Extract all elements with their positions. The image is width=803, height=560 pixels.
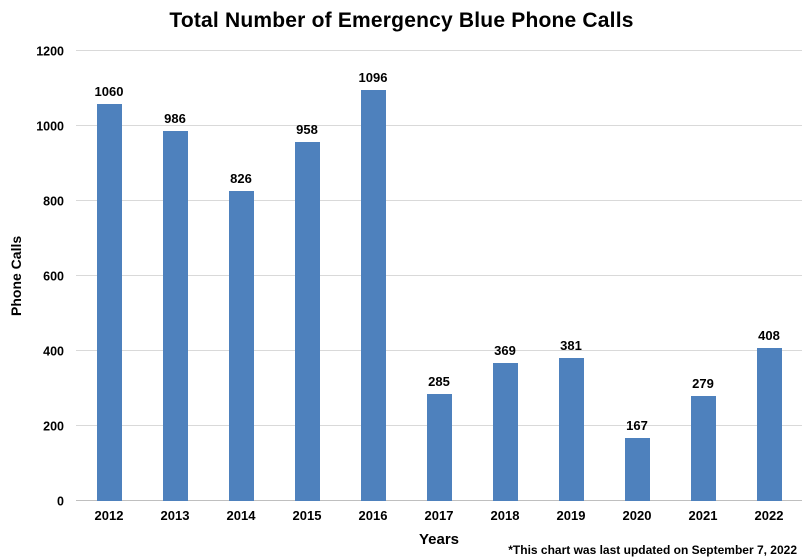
bar-2021 bbox=[690, 396, 716, 501]
x-axis-title: Years bbox=[418, 531, 460, 548]
footnote: *This chart was last updated on Septembe… bbox=[508, 543, 797, 557]
y-tick-label: 200 bbox=[43, 418, 64, 433]
gridline bbox=[76, 350, 802, 351]
bar-value-label: 369 bbox=[494, 342, 516, 358]
plot-area: 1060 986 826 958 1096 285 369 381 167 279 408 bbox=[76, 50, 802, 501]
bar-value-label: 958 bbox=[296, 121, 318, 137]
bar-2016 bbox=[360, 90, 386, 501]
bar-2012 bbox=[96, 103, 122, 501]
bar-value-label: 1096 bbox=[358, 70, 388, 85]
x-tick-label: 2018 bbox=[490, 508, 520, 523]
x-axis-tick-labels: 2012 2013 2014 2015 2016 2017 2018 2019 2020 2021… bbox=[76, 508, 802, 524]
gridline bbox=[76, 125, 802, 126]
x-tick-label: 2014 bbox=[226, 508, 256, 523]
chart-title: Total Number of Emergency Blue Phone Cal… bbox=[169, 9, 634, 32]
bar-2020 bbox=[624, 438, 650, 501]
gridline bbox=[76, 50, 802, 51]
bar-2015 bbox=[294, 141, 320, 501]
bar-2013 bbox=[162, 131, 188, 501]
bar-value-label: 826 bbox=[230, 171, 252, 187]
y-tick-label: 800 bbox=[43, 193, 64, 208]
bar-value-label: 986 bbox=[164, 111, 186, 127]
bar-value-label: 1060 bbox=[94, 83, 124, 99]
y-tick-label: 600 bbox=[43, 268, 64, 283]
y-tick-label: 0 bbox=[57, 493, 64, 508]
x-tick-label: 2021 bbox=[688, 508, 718, 523]
bar-value-label: 408 bbox=[758, 328, 780, 343]
bar-2014 bbox=[228, 191, 254, 501]
x-tick-label: 2019 bbox=[556, 508, 586, 523]
x-tick-label: 2012 bbox=[94, 508, 124, 523]
gridline bbox=[76, 200, 802, 201]
bar-2018 bbox=[492, 362, 518, 501]
bar-value-label: 285 bbox=[428, 374, 450, 390]
bar-2019 bbox=[558, 358, 584, 501]
x-tick-label: 2013 bbox=[160, 508, 190, 523]
x-tick-label: 2017 bbox=[424, 508, 454, 523]
bar-value-label: 167 bbox=[626, 418, 648, 434]
y-tick-label: 400 bbox=[43, 343, 64, 358]
y-tick-label: 1200 bbox=[36, 43, 64, 58]
x-tick-label: 2015 bbox=[292, 508, 322, 523]
x-tick-label: 2020 bbox=[622, 508, 652, 523]
gridline bbox=[76, 275, 802, 276]
x-tick-label: 2022 bbox=[754, 508, 784, 523]
y-tick-label: 1000 bbox=[36, 118, 64, 133]
y-axis-tick-labels: 0 200 400 600 800 1000 1200 bbox=[0, 45, 70, 507]
x-tick-label: 2016 bbox=[358, 508, 388, 523]
bar-value-label: 279 bbox=[692, 376, 714, 392]
bar-value-label: 381 bbox=[560, 338, 582, 354]
bar-2017 bbox=[426, 394, 452, 501]
bar-2022 bbox=[756, 348, 782, 501]
